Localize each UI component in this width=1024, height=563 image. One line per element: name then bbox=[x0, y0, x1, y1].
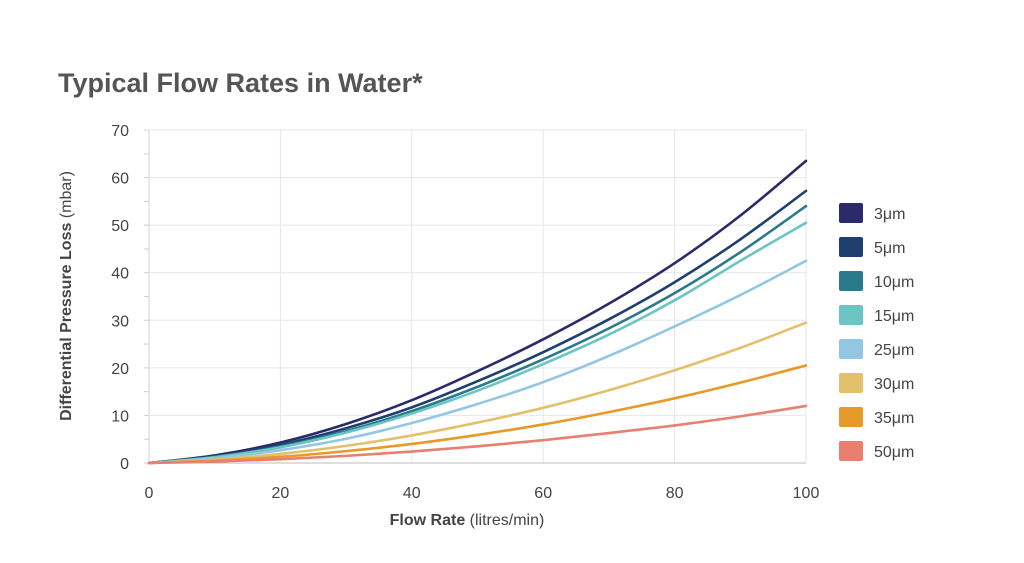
series-line-6 bbox=[147, 321, 808, 465]
legend-label: 3μm bbox=[874, 206, 905, 223]
x-tick-label: 100 bbox=[793, 485, 820, 502]
x-tick-label: 40 bbox=[403, 485, 421, 502]
x-axis-label: Flow Rate (litres/min) bbox=[390, 512, 545, 529]
y-axis-label: Differential Pressure Loss (mbar) bbox=[58, 171, 75, 421]
y-tick-label: 50 bbox=[111, 218, 129, 235]
series-line-1 bbox=[147, 159, 808, 465]
x-tick-label: 60 bbox=[534, 485, 552, 502]
gridlines bbox=[144, 129, 807, 464]
y-tick-label: 30 bbox=[111, 313, 129, 330]
series-line-8 bbox=[147, 404, 808, 465]
legend-label: 15μm bbox=[874, 308, 914, 325]
legend-label: 25μm bbox=[874, 342, 914, 359]
legend-swatch bbox=[839, 203, 863, 223]
legend-swatch bbox=[839, 305, 863, 325]
legend-label: 10μm bbox=[874, 274, 914, 291]
legend-swatch bbox=[839, 373, 863, 393]
legend-swatch bbox=[839, 271, 863, 291]
x-axis-label-main: Flow Rate bbox=[390, 512, 466, 529]
x-axis-ticks: 0 20 40 60 80 100 bbox=[145, 485, 820, 502]
legend-label: 30μm bbox=[874, 376, 914, 393]
legend-swatch bbox=[839, 237, 863, 257]
legend-swatch bbox=[839, 441, 863, 461]
y-tick-label: 10 bbox=[111, 408, 129, 425]
x-tick-label: 80 bbox=[666, 485, 684, 502]
y-tick-label: 20 bbox=[111, 361, 129, 378]
x-axis-label-unit: (litres/min) bbox=[470, 512, 545, 529]
y-tick-label: 60 bbox=[111, 171, 129, 188]
y-tick-label: 40 bbox=[111, 266, 129, 283]
series-line-3 bbox=[147, 204, 808, 465]
legend-label: 5μm bbox=[874, 240, 905, 257]
legend-swatch bbox=[839, 339, 863, 359]
series-line-7 bbox=[147, 364, 808, 465]
x-tick-label: 20 bbox=[272, 485, 290, 502]
series-line-5 bbox=[147, 259, 808, 465]
y-axis-ticks: 0 10 20 30 40 50 60 70 bbox=[111, 123, 129, 473]
legend-swatch bbox=[839, 407, 863, 427]
y-axis-label-main: Differential Pressure Loss bbox=[58, 223, 75, 421]
y-axis-label-unit: (mbar) bbox=[58, 171, 75, 218]
legend-label: 50μm bbox=[874, 444, 914, 461]
legend: 3μm 5μm 10μm 15μm 25μm 30μm 35μm 50μm bbox=[839, 203, 914, 461]
chart-title: Typical Flow Rates in Water* bbox=[58, 68, 423, 98]
y-tick-label: 70 bbox=[111, 123, 129, 140]
legend-label: 35μm bbox=[874, 410, 914, 427]
y-tick-label: 0 bbox=[120, 456, 129, 473]
x-tick-label: 0 bbox=[145, 485, 154, 502]
series-lines bbox=[147, 159, 808, 465]
series-line-4 bbox=[147, 221, 808, 465]
